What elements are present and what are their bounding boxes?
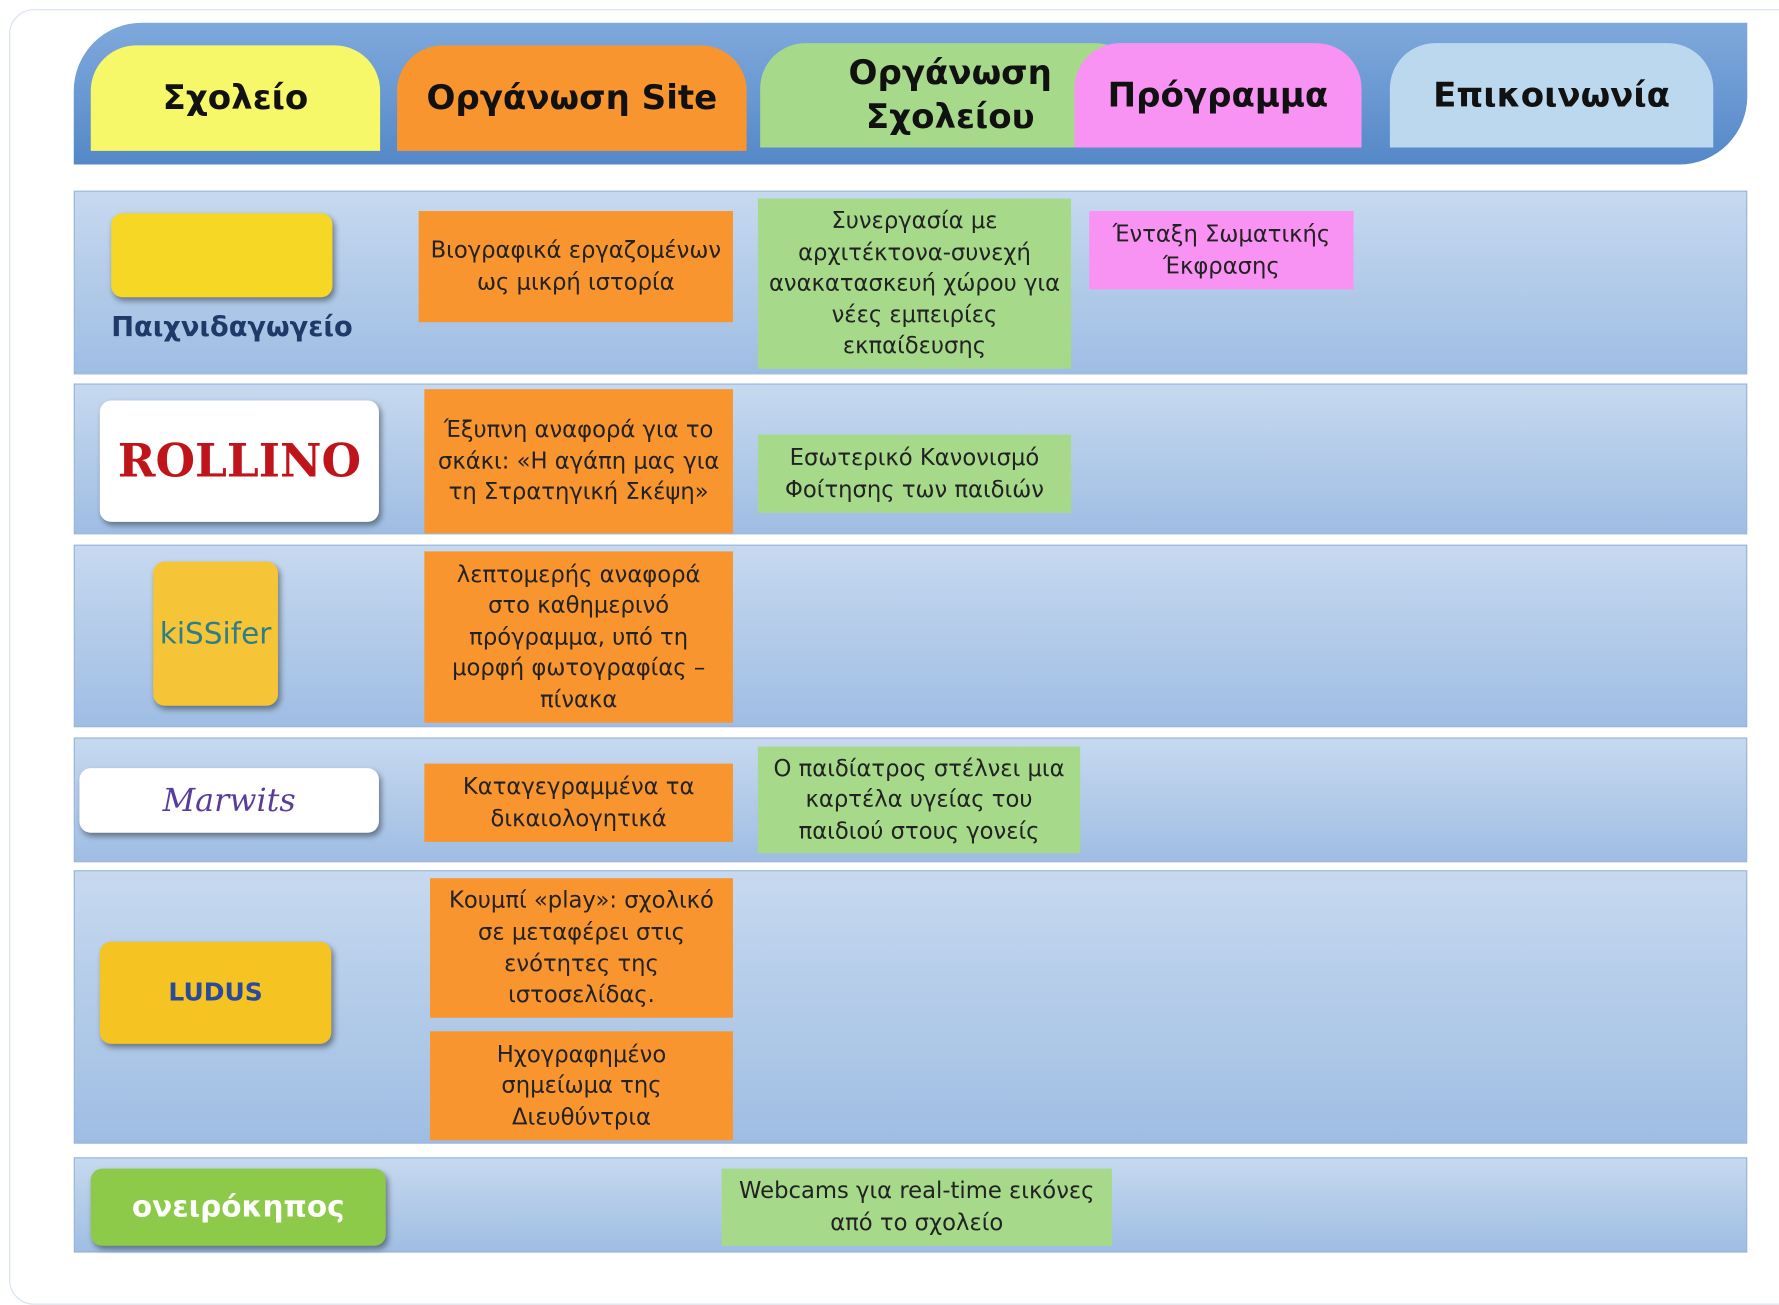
site-cell: λεπτομερής αναφορά στο καθημερινό πρόγρα…: [424, 551, 733, 723]
logo: kiSSifer: [153, 561, 278, 706]
logo: ROLLINO: [99, 400, 379, 522]
tab: Επικοινωνία: [1389, 43, 1714, 148]
program-cell: Ένταξη Σωματικής Έκφρασης: [1089, 211, 1354, 290]
site-cell: Καταγεγραμμένα τα δικαιολογητικά: [424, 763, 733, 842]
site-cell: Ηχογραφημένο σημείωμα της Διευθύντρια: [430, 1031, 733, 1141]
school-cell: Webcams για real-time εικόνες από το σχο…: [721, 1168, 1112, 1246]
logo-label: Παιχνιδαγωγείο: [111, 310, 353, 343]
logo: LUDUS: [99, 941, 332, 1044]
logo-image: [111, 213, 333, 298]
logo: ονειρόκηπος: [90, 1168, 386, 1246]
table-row: [73, 870, 1748, 1144]
site-cell: Βιογραφικά εργαζομένων ως μικρή ιστορία: [418, 211, 733, 323]
school-cell: Ο παιδίατρος στέλνει μια καρτέλα υγείας …: [757, 746, 1081, 854]
page: {"header":{"tabs":["Σχολείο","Οργάνωση S…: [9, 9, 1779, 1305]
table-row: [73, 544, 1748, 728]
school-cell: Συνεργασία με αρχιτέκτονα-συνεχή ανακατα…: [757, 198, 1072, 369]
slide: Σχολείο Οργάνωση Site Οργάνωση Σχολείου Πρό…: [9, 9, 1779, 1305]
logo: Marwits: [79, 768, 379, 833]
tab: Οργάνωση Site: [397, 45, 747, 151]
tab: Σχολείο: [90, 45, 381, 151]
site-cell: Κουμπί «play»: σχολικό σε μεταφέρει στις…: [430, 878, 733, 1018]
site-cell: Έξυπνη αναφορά για το σκάκι: «Η αγάπη μα…: [424, 389, 733, 534]
tab: Πρόγραμμα: [1074, 43, 1362, 148]
school-cell: Εσωτερικό Κανονισμό Φοίτησης των παιδιών: [757, 434, 1072, 513]
